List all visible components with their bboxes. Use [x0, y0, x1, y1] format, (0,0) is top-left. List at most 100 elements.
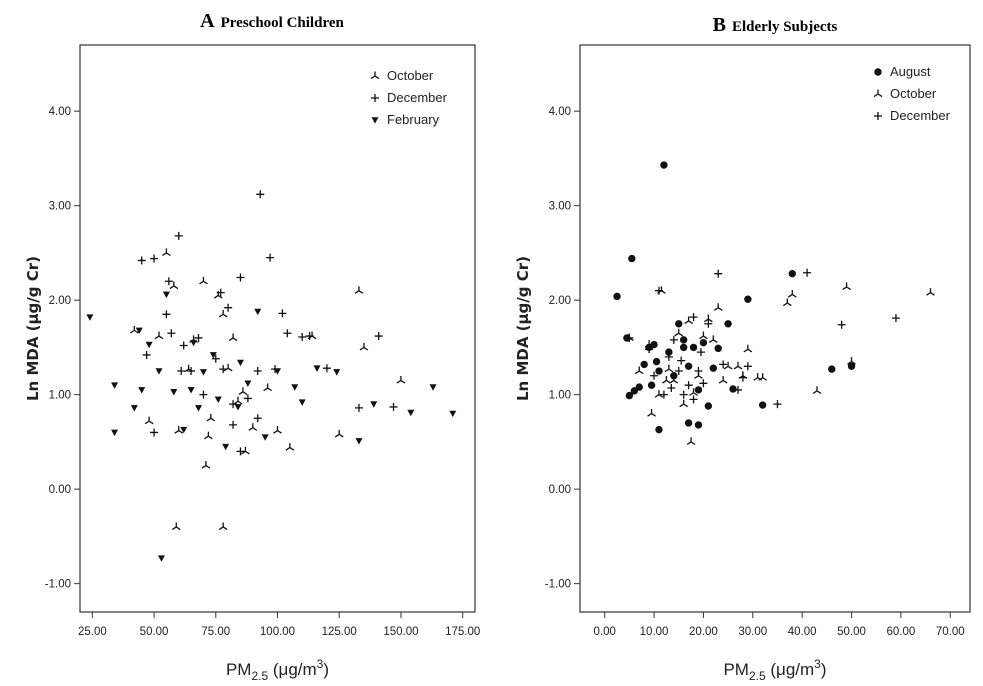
data-point-december [229, 420, 238, 429]
legend-marker-august [874, 68, 882, 76]
data-point-december [664, 352, 673, 361]
legend-marker-december [874, 112, 882, 120]
data-point-february [236, 359, 244, 367]
data-point-october [654, 390, 664, 398]
data-point-august [847, 362, 856, 370]
data-point-august [630, 387, 639, 395]
data-point-december [278, 309, 287, 318]
y-tick-label: 2.00 [49, 295, 71, 307]
data-point-august [679, 343, 688, 352]
x-axis-label-main: PM [226, 660, 252, 679]
data-point-december [714, 269, 723, 278]
data-point-october [686, 437, 696, 446]
data-point-december [211, 354, 220, 363]
y-tick-label: 0.00 [549, 484, 571, 496]
data-point-october [812, 386, 822, 395]
series-december [137, 190, 398, 456]
series-february [86, 291, 457, 562]
data-point-december [194, 333, 203, 342]
x-tick-label: 100.00 [260, 626, 295, 638]
data-point-december [625, 333, 634, 342]
x-tick-label: 75.00 [201, 626, 230, 638]
x-tick-label: 40.00 [788, 626, 817, 638]
data-point-december [354, 403, 363, 412]
x-tick-label: 125.00 [322, 626, 357, 638]
data-point-august [724, 320, 732, 328]
data-point-december [199, 390, 208, 399]
data-point-october [171, 522, 181, 531]
data-point-october [273, 426, 282, 434]
data-point-december [298, 333, 307, 342]
data-point-october [206, 413, 216, 422]
data-point-december [229, 400, 238, 409]
data-point-august [647, 381, 656, 389]
data-point-august [684, 362, 693, 370]
data-point-december [305, 332, 314, 341]
y-tick-label: 1.00 [549, 390, 571, 402]
data-point-october [233, 396, 243, 405]
data-point-february [355, 438, 363, 445]
data-point-october [174, 426, 184, 434]
data-point-october [926, 288, 935, 296]
data-point-february [170, 389, 178, 396]
data-point-december [891, 314, 900, 323]
data-point-february [194, 405, 203, 412]
x-axis-label-sup: 3 [317, 657, 324, 671]
data-point-december [677, 356, 686, 365]
data-point-october [218, 309, 228, 318]
data-point-december [164, 277, 173, 286]
data-point-december [150, 428, 159, 437]
y-tick-label: 2.00 [549, 295, 571, 307]
legend: October December February [370, 68, 448, 127]
data-point-august [694, 386, 703, 394]
data-point-february [429, 384, 437, 391]
data-point-december [837, 320, 846, 329]
data-point-december [667, 384, 676, 393]
legend-label-february: February [387, 112, 440, 127]
data-point-october [723, 361, 733, 370]
data-point-august [655, 367, 663, 375]
data-point-august [828, 365, 836, 373]
data-point-october [285, 443, 295, 451]
data-point-october [241, 446, 250, 455]
y-tick-label: 1.00 [49, 390, 71, 402]
legend-label-october: October [890, 86, 937, 101]
data-point-december [256, 190, 265, 199]
panel-b-elderly-subjects: B Elderly Subjects -1.00 0.00 1.00 2.00 3.00 4.… [514, 14, 971, 683]
data-point-august [625, 391, 634, 400]
data-point-october [144, 416, 154, 425]
data-point-december [219, 365, 228, 374]
data-point-december [253, 414, 262, 423]
data-point-december [236, 273, 245, 282]
data-point-october [733, 361, 743, 370]
y-tick-label: 4.00 [49, 106, 71, 118]
panel-title-text: Preschool Children [221, 15, 345, 31]
series-december [625, 268, 900, 409]
y-tick-label: -1.00 [545, 579, 571, 591]
data-point-february [407, 409, 415, 417]
data-point-october [743, 344, 753, 353]
data-point-february [234, 404, 242, 411]
data-point-october [201, 461, 211, 469]
data-point-october [218, 522, 228, 531]
data-point-december [187, 367, 196, 376]
data-point-december [322, 364, 331, 373]
data-point-october [787, 289, 797, 298]
data-point-february [244, 380, 252, 387]
data-point-august [744, 295, 752, 303]
data-point-december [137, 256, 146, 265]
data-point-december [167, 329, 176, 338]
data-point-december [738, 373, 747, 382]
data-point-august [679, 336, 688, 344]
y-tick-label: 0.00 [49, 484, 71, 496]
data-point-february [449, 410, 457, 418]
series-october [625, 282, 935, 446]
data-point-october [679, 399, 689, 408]
x-axis-label-close: ) [821, 660, 827, 679]
legend-label-december: December [890, 108, 951, 123]
data-point-december [645, 345, 654, 354]
data-point-august [684, 419, 693, 427]
data-point-december [674, 367, 683, 376]
data-point-october [664, 364, 674, 373]
data-point-february [138, 387, 146, 394]
